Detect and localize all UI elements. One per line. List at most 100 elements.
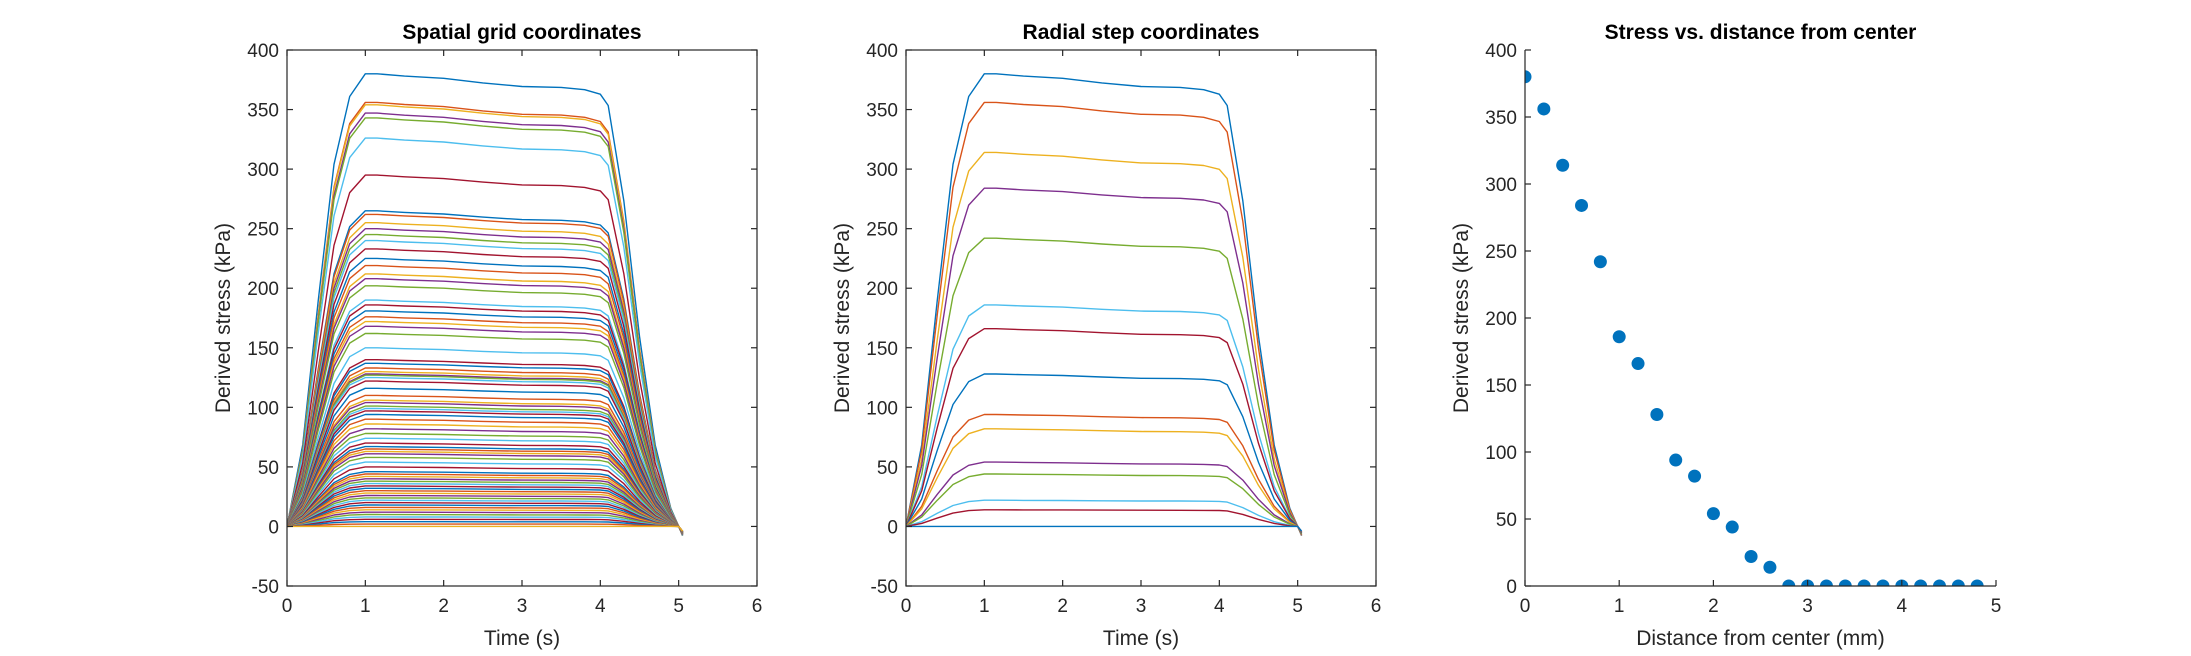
- series-line: [906, 461, 1303, 533]
- series-line: [287, 73, 684, 536]
- y-tick-label: 150: [866, 339, 898, 360]
- data-point: [1970, 579, 1984, 586]
- y-tick-label: 300: [247, 160, 279, 181]
- x-tick-label: 2: [1708, 596, 1719, 617]
- x-tick-label: 0: [1520, 596, 1531, 617]
- data-point: [1631, 357, 1645, 371]
- y-tick-label: 50: [1496, 510, 1517, 531]
- y-tick-label: 150: [247, 339, 279, 360]
- data-point: [1669, 453, 1683, 467]
- series-line: [287, 332, 684, 534]
- y-tick-label: 300: [1485, 175, 1517, 196]
- data-point: [1914, 579, 1928, 586]
- data-point: [1782, 579, 1796, 586]
- y-tick-label: 0: [268, 517, 279, 538]
- x-tick-label: 4: [1214, 596, 1225, 617]
- data-point: [1706, 507, 1720, 521]
- series-line: [287, 117, 684, 536]
- y-tick-label: 250: [1485, 242, 1517, 263]
- y-tick-label: 250: [247, 220, 279, 241]
- x-tick-label: 6: [752, 596, 763, 617]
- series-line: [906, 509, 1303, 532]
- y-tick-label: 200: [247, 279, 279, 300]
- data-point: [1575, 198, 1589, 212]
- chart-panel-2: 0 1 2 3 4 5 6-50050100150200250300350400Radial…: [831, 21, 1381, 650]
- series-line: [906, 151, 1303, 536]
- series-line: [906, 499, 1303, 532]
- x-tick-label: 1: [979, 596, 990, 617]
- series-line: [906, 187, 1303, 535]
- series-line: [906, 328, 1303, 534]
- y-tick-label: 400: [247, 41, 279, 62]
- x-tick-label: 3: [1136, 596, 1147, 617]
- y-tick-label: 150: [1485, 376, 1517, 397]
- y-tick-label: 100: [1485, 443, 1517, 464]
- y-tick-label: 400: [866, 41, 898, 62]
- x-tick-label: 4: [1897, 596, 1908, 617]
- y-tick-label: 100: [247, 398, 279, 419]
- series-line: [906, 73, 1303, 536]
- series-line: [287, 137, 684, 536]
- x-tick-label: 6: [1371, 596, 1382, 617]
- series-line: [287, 174, 684, 535]
- series-line: [287, 423, 684, 533]
- series-line: [906, 304, 1303, 534]
- data-point: [1744, 550, 1758, 564]
- data-point: [1650, 407, 1664, 421]
- series-line: [906, 373, 1303, 534]
- plot-area: [906, 73, 1303, 536]
- x-tick-label: 3: [1802, 596, 1813, 617]
- data-point: [1688, 469, 1702, 483]
- x-tick-label: 2: [438, 596, 449, 617]
- data-point: [1593, 255, 1607, 269]
- series-line: [906, 525, 1303, 532]
- data-point: [1556, 158, 1570, 172]
- x-tick-label: 2: [1057, 596, 1068, 617]
- x-axis-label: Time (s): [484, 627, 560, 650]
- chart-title: Spatial grid coordinates: [402, 21, 641, 44]
- y-tick-label: 350: [247, 101, 279, 122]
- chart-panel-1: 0 1 2 3 4 5 6-50050100150200250300350400Spatia…: [212, 21, 762, 650]
- x-tick-label: 0: [282, 596, 293, 617]
- plot-area: [1525, 70, 1984, 586]
- series-line: [287, 437, 684, 533]
- series-line: [287, 523, 684, 532]
- data-point: [1525, 70, 1532, 84]
- y-tick-label: 100: [866, 398, 898, 419]
- data-point: [1857, 579, 1871, 586]
- y-tick-label: 50: [877, 458, 898, 479]
- series-line: [287, 347, 684, 534]
- series-line: [287, 456, 684, 533]
- series-line: [906, 473, 1303, 533]
- x-tick-label: 0: [901, 596, 912, 617]
- x-tick-label: 5: [673, 596, 684, 617]
- data-point: [1951, 579, 1965, 586]
- x-axis-label: Time (s): [1103, 627, 1179, 650]
- axes-box: [905, 49, 1377, 587]
- x-tick-label: 3: [517, 596, 528, 617]
- y-tick-label: 400: [1485, 41, 1517, 62]
- x-tick-label: 1: [1614, 596, 1625, 617]
- series-line: [287, 525, 684, 532]
- y-axis-label: Derived stress (kPa): [212, 223, 235, 413]
- y-tick-label: -50: [871, 577, 898, 598]
- data-point: [1876, 579, 1890, 586]
- data-point: [1819, 579, 1833, 586]
- series-line: [287, 432, 684, 533]
- y-tick-label: 0: [1506, 577, 1517, 598]
- series-line: [287, 285, 684, 534]
- series-line: [287, 466, 684, 533]
- series-line: [906, 428, 1303, 533]
- y-tick-label: 200: [1485, 309, 1517, 330]
- y-axis-label: Derived stress (kPa): [831, 223, 854, 413]
- x-tick-label: 5: [1991, 596, 2002, 617]
- x-tick-label: 1: [360, 596, 371, 617]
- series-line: [906, 101, 1303, 536]
- plot-area: [287, 73, 684, 536]
- data-point: [1537, 102, 1551, 116]
- data-point: [1612, 330, 1626, 344]
- y-tick-label: -50: [252, 577, 279, 598]
- y-tick-label: 250: [866, 220, 898, 241]
